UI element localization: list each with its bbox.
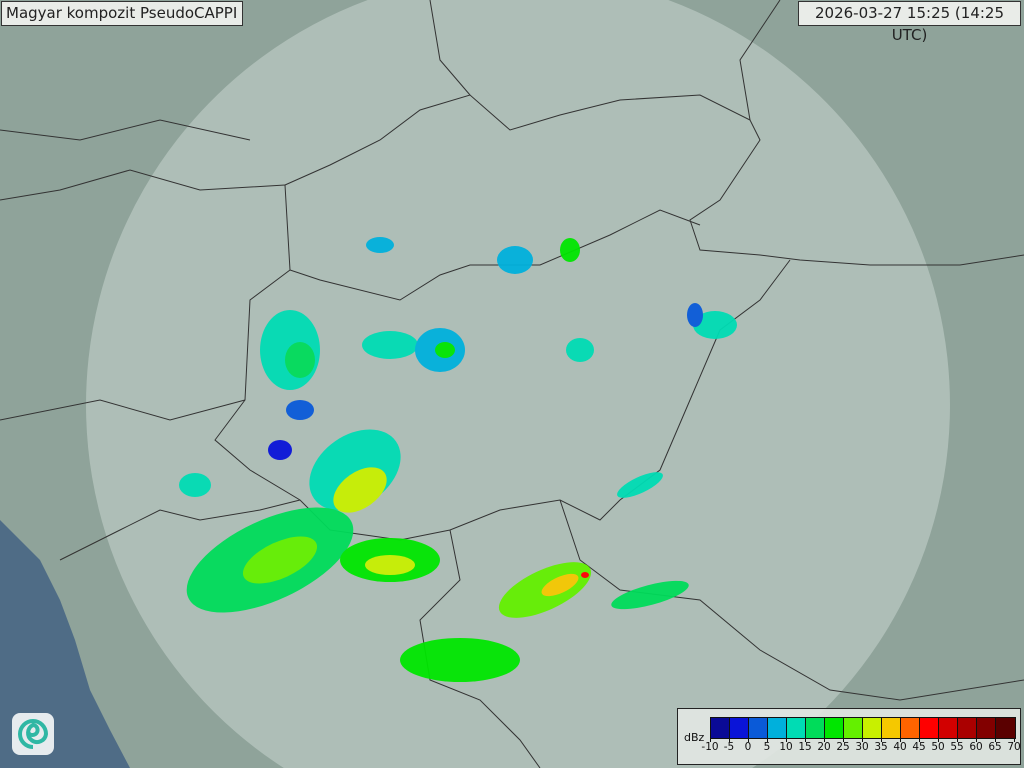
legend-swatch: [711, 718, 730, 738]
legend-tick-label: 10: [776, 738, 796, 753]
color-scale: [710, 717, 1016, 739]
legend-swatch: [730, 718, 749, 738]
legend-swatch: [863, 718, 882, 738]
dbz-legend: dBz -10 -5 0 5 10 15 20 25 30 35 40 45 50 55 60 65 70: [677, 708, 1021, 765]
spiral-logo-icon: [12, 713, 54, 755]
legend-swatch: [977, 718, 996, 738]
legend-tick-label: -5: [719, 738, 739, 753]
legend-swatch: [844, 718, 863, 738]
legend-tick-label: 30: [852, 738, 872, 753]
legend-swatch: [996, 718, 1015, 738]
legend-swatch: [787, 718, 806, 738]
legend-tick-label: 50: [928, 738, 948, 753]
timestamp: 2026-03-27 15:25 (14:25 UTC): [798, 1, 1021, 44]
legend-swatch: [920, 718, 939, 738]
radar-echoes: [179, 237, 737, 682]
legend-tick-label: 5: [757, 738, 777, 753]
legend-swatch: [882, 718, 901, 738]
map-title: Magyar kompozit PseudoCAPPI: [1, 1, 243, 26]
legend-swatch: [806, 718, 825, 738]
legend-swatch: [901, 718, 920, 738]
legend-tick-label: 0: [738, 738, 758, 753]
sea-adriatic: [0, 520, 130, 768]
legend-tick-label: 20: [814, 738, 834, 753]
legend-unit: dBz: [684, 731, 705, 744]
legend-swatch: [768, 718, 787, 738]
legend-tick-label: 25: [833, 738, 853, 753]
legend-tick-label: 65: [985, 738, 1005, 753]
legend-swatch: [958, 718, 977, 738]
legend-tick-label: -10: [701, 738, 719, 753]
legend-tick-label: 70: [1004, 738, 1024, 753]
legend-tick-label: 60: [966, 738, 986, 753]
legend-tick-label: 40: [890, 738, 910, 753]
legend-swatch: [749, 718, 768, 738]
legend-tick-label: 55: [947, 738, 967, 753]
legend-tick-label: 35: [871, 738, 891, 753]
legend-swatch: [939, 718, 958, 738]
legend-tick-label: 15: [795, 738, 815, 753]
legend-swatch: [825, 718, 844, 738]
legend-ticks: -10 -5 0 5 10 15 20 25 30 35 40 45 50 55 60 65 70: [700, 738, 1021, 761]
legend-tick-label: 45: [909, 738, 929, 753]
radar-coverage-area: [86, 0, 950, 768]
